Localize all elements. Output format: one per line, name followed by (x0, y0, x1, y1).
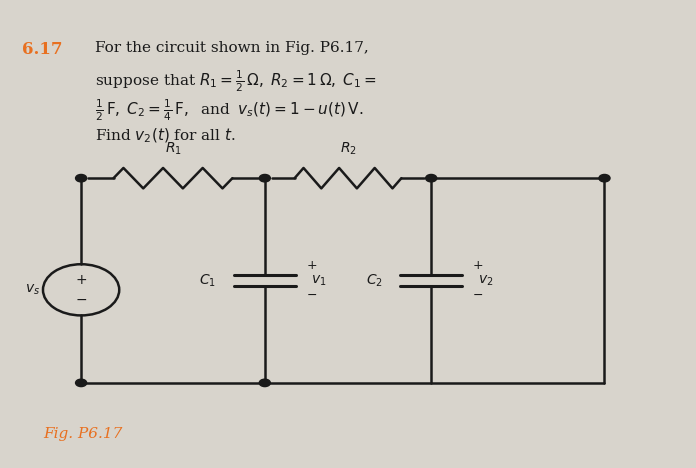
Text: −: − (75, 293, 87, 307)
Circle shape (599, 175, 610, 182)
Circle shape (260, 379, 270, 387)
Text: Find $v_2(t)$ for all $t$.: Find $v_2(t)$ for all $t$. (95, 127, 236, 146)
Text: suppose that $R_1 = \frac{1}{2}\,\Omega,\; R_2 = 1\,\Omega,\; C_1 =$: suppose that $R_1 = \frac{1}{2}\,\Omega,… (95, 69, 377, 95)
Circle shape (260, 175, 270, 182)
Circle shape (76, 379, 87, 387)
Text: Fig. P6.17: Fig. P6.17 (43, 427, 122, 441)
Text: $C_1$: $C_1$ (199, 272, 216, 289)
Text: 6.17: 6.17 (22, 41, 63, 58)
Text: $\frac{1}{2}\,\mathrm{F},\; C_2 = \frac{1}{4}\,\mathrm{F},\;$ and $\; v_s(t) = 1: $\frac{1}{2}\,\mathrm{F},\; C_2 = \frac{… (95, 98, 363, 123)
Text: $v_s$: $v_s$ (25, 283, 40, 297)
Text: $R_1$: $R_1$ (164, 141, 182, 157)
Text: $C_2$: $C_2$ (366, 272, 383, 289)
Text: −: − (306, 289, 317, 302)
Circle shape (426, 175, 436, 182)
Text: +: + (306, 259, 317, 272)
Text: $R_2$: $R_2$ (340, 141, 356, 157)
Circle shape (76, 175, 87, 182)
Text: $v_2$: $v_2$ (477, 273, 493, 288)
Text: +: + (473, 259, 484, 272)
Text: −: − (473, 289, 483, 302)
Text: For the circuit shown in Fig. P6.17,: For the circuit shown in Fig. P6.17, (95, 41, 369, 55)
Text: $v_1$: $v_1$ (311, 273, 326, 288)
Text: +: + (75, 272, 87, 286)
